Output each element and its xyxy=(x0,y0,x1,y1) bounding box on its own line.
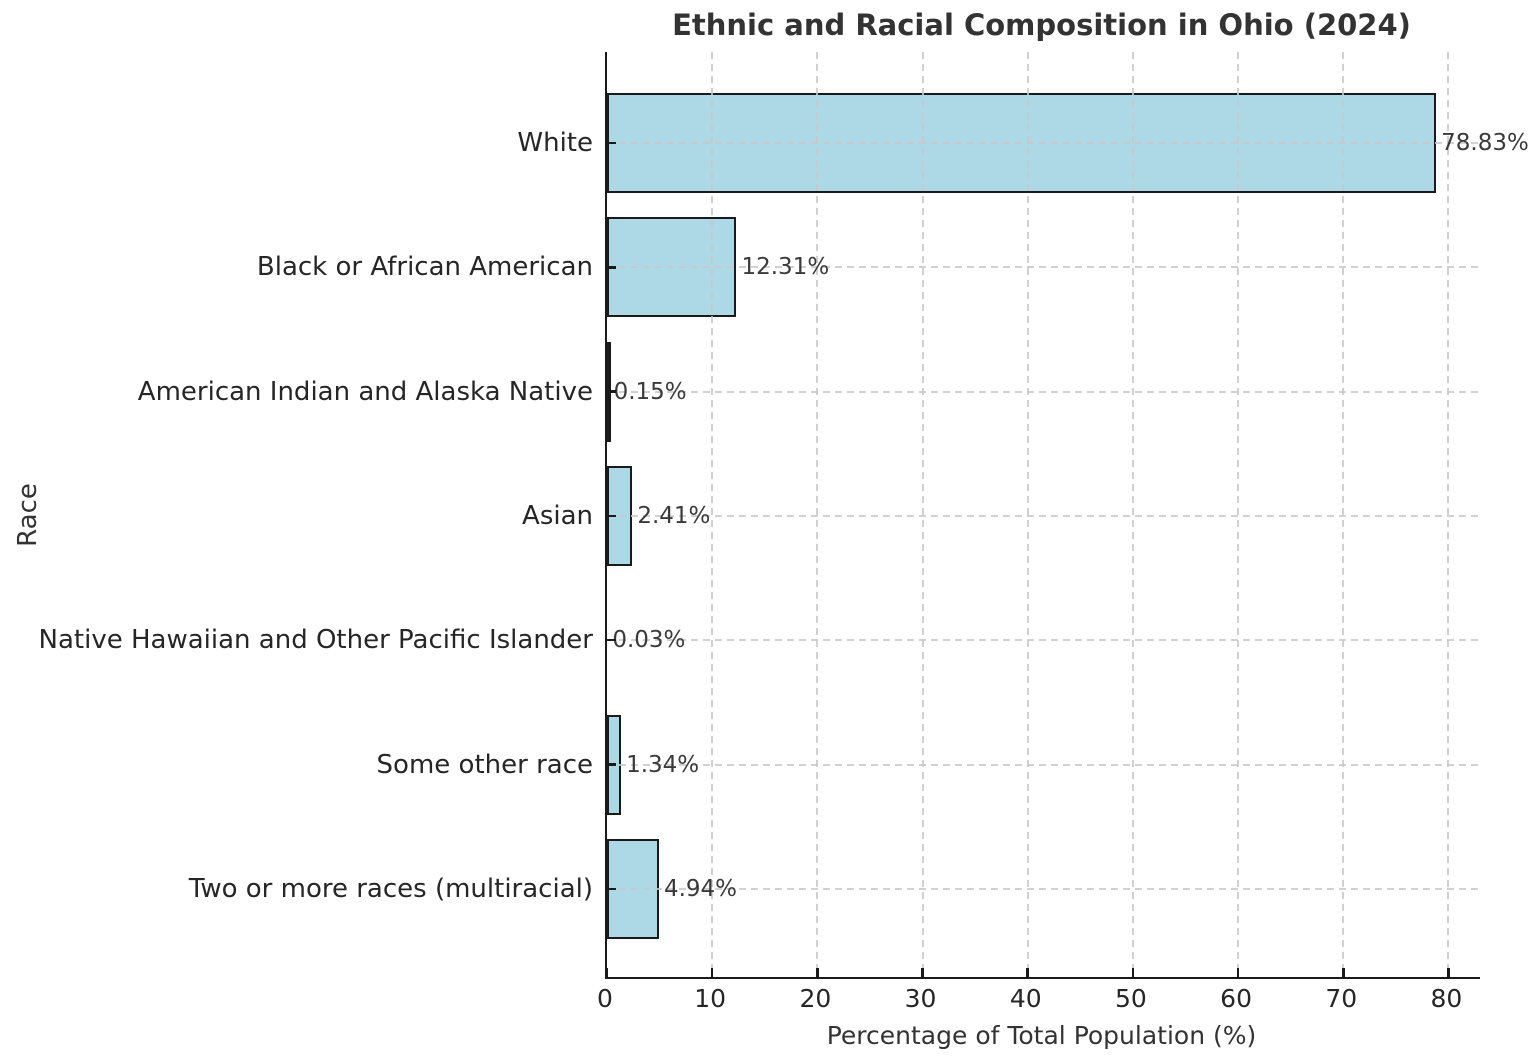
x-axis-tick xyxy=(1447,968,1450,977)
x-axis-tick-label: 0 xyxy=(597,984,613,1013)
grid-line-horizontal xyxy=(607,887,1480,890)
x-axis-tick xyxy=(1026,968,1029,977)
grid-line-vertical xyxy=(1447,52,1450,977)
x-axis-tick xyxy=(1342,968,1345,977)
category-label: Native Hawaiian and Other Pacific Island… xyxy=(38,625,593,656)
grid-line-horizontal xyxy=(607,142,1480,144)
category-label: Black or African American xyxy=(256,252,593,283)
grid-line-vertical xyxy=(711,52,714,977)
category-label: American Indian and Alaska Native xyxy=(137,376,593,407)
x-axis-tick-label: 20 xyxy=(799,984,832,1013)
chart-title: Ethnic and Racial Composition in Ohio (2… xyxy=(672,8,1411,42)
x-axis-tick-label: 30 xyxy=(904,984,937,1013)
value-label: 4.94% xyxy=(663,875,738,902)
x-axis-label: Percentage of Total Population (%) xyxy=(826,1021,1257,1050)
x-axis-tick xyxy=(710,968,714,977)
grid-line-horizontal xyxy=(607,639,1480,642)
x-axis-tick-label: 40 xyxy=(1009,984,1042,1013)
value-label: 0.15% xyxy=(613,378,687,405)
category-label: Two or more races (multiracial) xyxy=(188,873,593,904)
x-axis-tick-label: 70 xyxy=(1325,984,1358,1013)
value-label: 12.31% xyxy=(741,254,830,281)
grid-line-vertical xyxy=(1026,52,1029,977)
value-label: 0.03% xyxy=(612,627,686,654)
value-label: 1.34% xyxy=(626,751,700,778)
x-axis-tick xyxy=(816,968,819,977)
y-axis-tick xyxy=(607,638,616,642)
y-axis-tick xyxy=(607,763,616,766)
grid-line-horizontal xyxy=(607,763,1480,766)
x-axis-tick-label: 10 xyxy=(694,984,727,1013)
plot-area: 78.83% 12.31% 0.15% 2.41% 0.03% 1.34% 4.94% xyxy=(605,52,1529,979)
grid-line-vertical xyxy=(816,52,819,977)
x-axis-tick xyxy=(921,968,924,977)
x-axis-tick xyxy=(1131,968,1135,977)
grid-line-horizontal xyxy=(607,514,1480,517)
y-axis-tick xyxy=(607,266,616,269)
grid-line-vertical xyxy=(1342,52,1345,977)
x-axis-tick-label: 80 xyxy=(1430,984,1463,1013)
grid-line-horizontal xyxy=(607,266,1480,269)
category-label: Asian xyxy=(522,500,593,531)
y-axis-tick xyxy=(607,390,616,393)
grid-line-horizontal xyxy=(607,390,1480,393)
x-axis-tick xyxy=(605,968,609,977)
grid-line-vertical xyxy=(1131,52,1134,977)
category-label: Some other race xyxy=(376,749,593,780)
category-label: White xyxy=(517,128,593,158)
grid-line-vertical xyxy=(1237,52,1240,977)
y-axis-tick xyxy=(607,514,616,518)
value-label: 2.41% xyxy=(637,502,711,529)
x-axis-tick-label: 50 xyxy=(1114,984,1147,1013)
x-axis-tick xyxy=(1236,968,1240,977)
y-axis-tick xyxy=(607,887,616,891)
x-axis-tick-label: 60 xyxy=(1220,984,1252,1013)
grid-line-vertical xyxy=(921,52,924,977)
y-axis-tick xyxy=(607,141,616,145)
value-label: 78.83% xyxy=(1441,130,1529,156)
